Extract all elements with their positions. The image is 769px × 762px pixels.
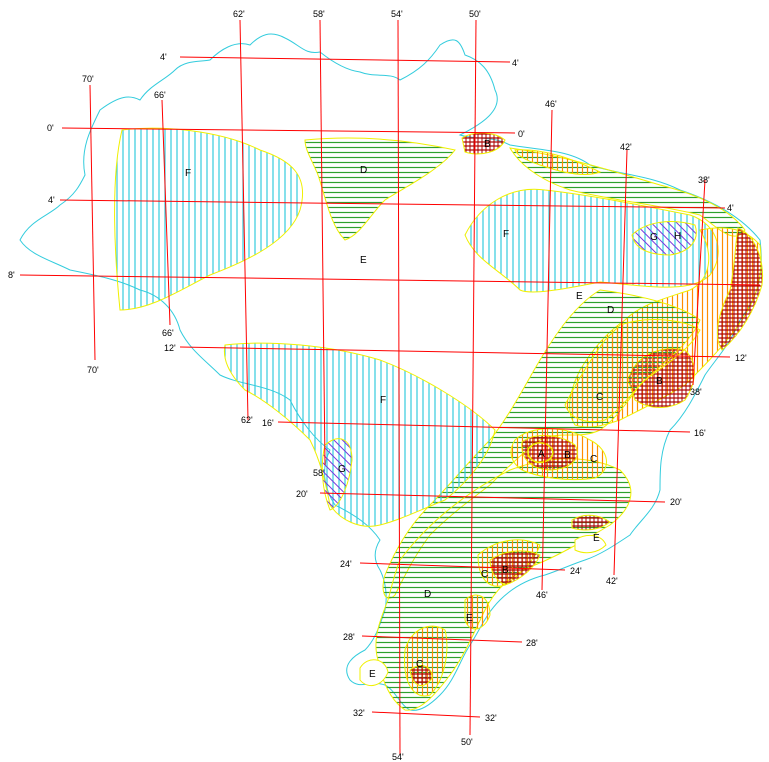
lon-58-bottom-label: 58' <box>313 468 325 478</box>
lat-32-left-label: 32' <box>353 708 365 718</box>
zone-letter-H-ne: H <box>674 231 681 242</box>
lon-38-top-label: 38' <box>698 175 710 185</box>
lat-16-right-label: 16' <box>694 428 706 438</box>
zone-B-rio <box>571 514 611 531</box>
zone-letter-E-amazon: E <box>360 255 367 266</box>
lon-54-bottom-label: 54' <box>392 752 404 762</box>
lon-42-top-label: 42' <box>620 142 632 152</box>
zone-letters: F D E B F G H E D C B F G A B C E C B D … <box>185 139 681 680</box>
lon-62-top-label: 62' <box>233 9 245 19</box>
lat-12-left-label: 12' <box>164 343 176 353</box>
lat-n4-right-label: 4' <box>512 58 519 68</box>
zone-letter-E-ne: E <box>576 291 583 302</box>
longitude-labels: 62' 58' 54' 50' 70' 66' 46' 42' 38' 66' … <box>82 9 710 762</box>
lat-20-right-label: 20' <box>670 497 682 507</box>
zone-B-east-coast <box>716 227 764 351</box>
zone-letter-B-bahia: B <box>656 376 663 387</box>
zone-letter-C-sp: C <box>481 569 488 580</box>
zone-letter-E-rs: E <box>369 669 376 680</box>
parallels <box>19 56 761 718</box>
lon-62-bottom-label: 62' <box>241 415 253 425</box>
zone-letter-E-rio: E <box>593 533 600 544</box>
lat-4-right-label: 4' <box>727 203 734 213</box>
zone-B-coast-n <box>461 132 506 155</box>
zone-letter-D-north: D <box>360 165 367 176</box>
zone-F-north <box>114 127 304 311</box>
lat-24-left-label: 24' <box>340 559 352 569</box>
zone-E-rio <box>574 534 607 554</box>
meridians <box>89 19 706 756</box>
lon-46-top-label: 46' <box>545 99 557 109</box>
lat-12-right-label: 12' <box>735 353 747 363</box>
lat-28-right-label: 28' <box>526 638 538 648</box>
zone-letter-G-west: G <box>338 464 346 475</box>
zone-C-bahia <box>564 319 701 423</box>
zone-letter-B-sp: B <box>502 565 509 576</box>
lon-66-bottom-label: 66' <box>162 328 174 338</box>
lat-n4-left-label: 4' <box>160 52 167 62</box>
zone-letter-D-ne: D <box>607 305 614 316</box>
zone-F-west <box>223 342 496 527</box>
zone-letter-D-south: D <box>424 589 431 600</box>
lon-50-bottom-label: 50' <box>461 737 473 747</box>
zone-letter-F-ne: F <box>503 229 509 240</box>
zone-letter-A-minas: A <box>538 449 545 460</box>
lat-32-right-label: 32' <box>485 713 497 723</box>
lat-0-left-label: 0' <box>47 123 54 133</box>
lon-70-bottom-label: 70' <box>87 365 99 375</box>
zone-G-ne <box>631 221 697 256</box>
zone-letter-C-south: C <box>416 659 423 670</box>
lon-42-bottom-label: 42' <box>606 576 618 586</box>
zone-letter-B-minas: B <box>564 450 571 461</box>
lat-16-left-label: 16' <box>262 418 274 428</box>
zone-letter-C-minas: C <box>590 454 597 465</box>
zone-letter-B-coast-n: B <box>484 139 491 150</box>
zone-E-rs <box>359 659 389 687</box>
zone-letter-F-north: F <box>185 168 191 179</box>
lon-58-top-label: 58' <box>313 9 325 19</box>
lat-4-left-label: 4' <box>48 195 55 205</box>
zone-letter-E-south: E <box>466 613 473 624</box>
lon-66-top-label: 66' <box>154 90 166 100</box>
lat-28-left-label: 28' <box>343 632 355 642</box>
lat-8-left-label: 8' <box>8 270 15 280</box>
lon-38-bottom-label: 38' <box>690 387 702 397</box>
lon-70-top-label: 70' <box>82 74 94 84</box>
zone-B-south <box>409 665 433 686</box>
zone-C-ne-coast <box>514 149 602 175</box>
lon-54-top-label: 54' <box>391 9 403 19</box>
latitude-labels: 4' 4' 0' 0' 4' 4' 8' 12' 12' 16' 16' 20'… <box>8 52 747 723</box>
lat-20-left-label: 20' <box>296 489 308 499</box>
lon-50-top-label: 50' <box>469 9 481 19</box>
lat-0-right-label: 0' <box>518 129 525 139</box>
zone-letter-G-ne: G <box>650 232 658 243</box>
zone-letter-F-west: F <box>380 395 386 406</box>
zone-D-north <box>304 137 456 241</box>
zone-letter-C-bahia: C <box>596 392 603 403</box>
lon-46-bottom-label: 46' <box>536 590 548 600</box>
lat-24-right-label: 24' <box>570 566 582 576</box>
